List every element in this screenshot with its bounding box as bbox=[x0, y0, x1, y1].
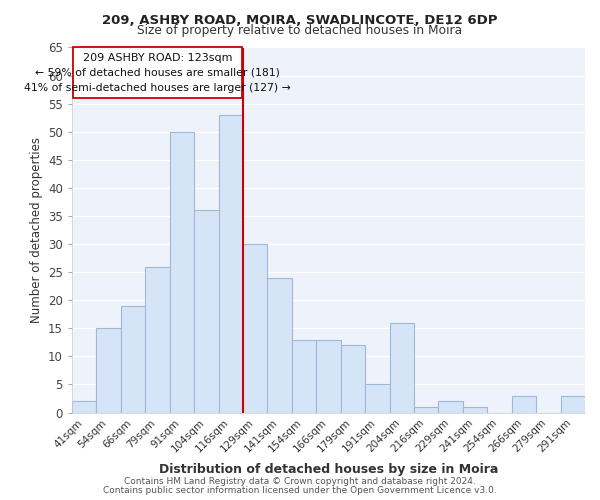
Text: Size of property relative to detached houses in Moira: Size of property relative to detached ho… bbox=[137, 24, 463, 37]
Text: 209 ASHBY ROAD: 123sqm: 209 ASHBY ROAD: 123sqm bbox=[83, 52, 232, 62]
Bar bbox=[170, 132, 194, 412]
Text: Contains public sector information licensed under the Open Government Licence v3: Contains public sector information licen… bbox=[103, 486, 497, 495]
Bar bbox=[145, 266, 170, 412]
Bar bbox=[72, 402, 97, 412]
Bar bbox=[389, 322, 414, 412]
Bar bbox=[121, 306, 145, 412]
Text: 209, ASHBY ROAD, MOIRA, SWADLINCOTE, DE12 6DP: 209, ASHBY ROAD, MOIRA, SWADLINCOTE, DE1… bbox=[102, 14, 498, 27]
Y-axis label: Number of detached properties: Number of detached properties bbox=[29, 137, 43, 323]
FancyBboxPatch shape bbox=[73, 48, 242, 98]
Bar bbox=[268, 278, 292, 412]
X-axis label: Distribution of detached houses by size in Moira: Distribution of detached houses by size … bbox=[159, 462, 498, 475]
Text: Contains HM Land Registry data © Crown copyright and database right 2024.: Contains HM Land Registry data © Crown c… bbox=[124, 477, 476, 486]
Bar bbox=[560, 396, 585, 412]
Bar bbox=[97, 328, 121, 412]
Bar bbox=[414, 407, 439, 412]
Bar bbox=[439, 402, 463, 412]
Bar bbox=[365, 384, 389, 412]
Bar bbox=[512, 396, 536, 412]
Bar bbox=[463, 407, 487, 412]
Text: 41% of semi-detached houses are larger (127) →: 41% of semi-detached houses are larger (… bbox=[24, 83, 291, 93]
Bar bbox=[243, 244, 268, 412]
Bar bbox=[218, 115, 243, 412]
Bar bbox=[341, 345, 365, 412]
Bar bbox=[194, 210, 218, 412]
Bar bbox=[292, 340, 316, 412]
Text: ← 59% of detached houses are smaller (181): ← 59% of detached houses are smaller (18… bbox=[35, 68, 280, 78]
Bar bbox=[316, 340, 341, 412]
